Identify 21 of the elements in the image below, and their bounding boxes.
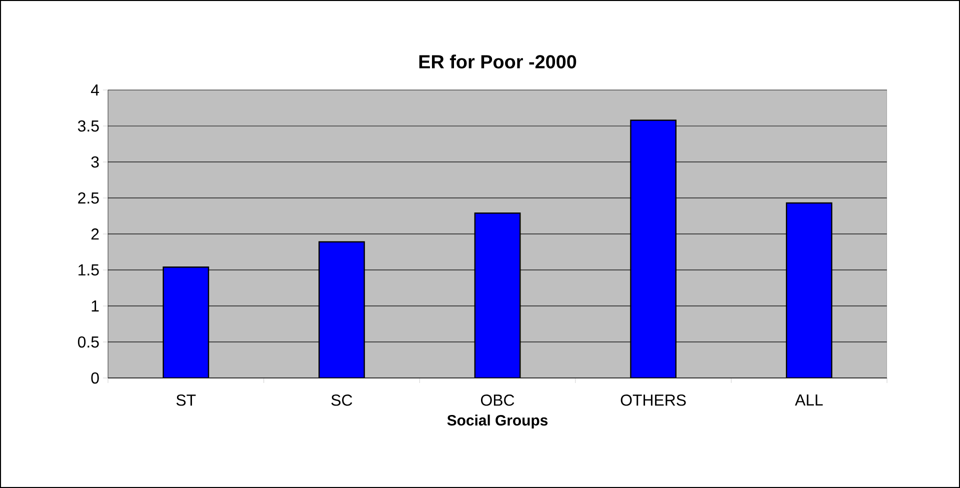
x-axis-title: Social Groups xyxy=(447,414,548,429)
bar xyxy=(630,120,676,378)
x-tick-label: ST xyxy=(176,394,196,406)
y-tick-label: 4 xyxy=(90,84,100,96)
bar xyxy=(318,241,365,378)
y-tick-label: 0.5 xyxy=(78,336,99,348)
y-tick-label: 1.5 xyxy=(78,264,99,276)
x-tick-label: OTHERS xyxy=(620,394,686,406)
y-tick-label: 1 xyxy=(92,300,99,312)
bar xyxy=(474,212,521,378)
y-tick-label: 2 xyxy=(91,228,99,240)
y-tick-label: 3 xyxy=(91,156,99,168)
x-tick-label: OBC xyxy=(480,394,514,406)
x-tick-label: SC xyxy=(331,394,352,406)
y-tick-label: 3.5 xyxy=(78,120,99,132)
y-tick-label: 2.5 xyxy=(78,192,99,204)
bar xyxy=(786,202,832,378)
bar xyxy=(162,266,210,378)
x-tick-label: ALL xyxy=(794,394,823,406)
y-tick-label: 0 xyxy=(91,372,99,384)
chart-title: ER for Poor -2000 xyxy=(419,54,576,68)
